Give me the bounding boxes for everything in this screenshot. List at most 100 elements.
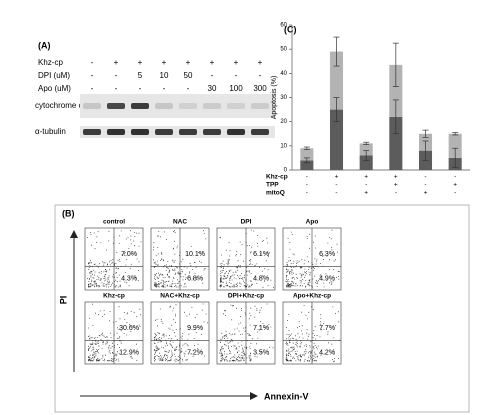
bar-segment (329, 109, 344, 170)
blot-label: cytochrome c (35, 101, 83, 110)
condition-value: - (395, 190, 397, 197)
bar-segment (300, 148, 314, 161)
treatment-value: - (259, 71, 262, 80)
condition-value: - (306, 190, 308, 197)
condition-name: mitoQ (266, 190, 285, 197)
blot-band (203, 129, 221, 135)
treatment-value: - (91, 71, 94, 80)
y-arrow-head (70, 230, 78, 238)
treatment-value: + (162, 58, 167, 67)
blot-band (131, 129, 149, 135)
y-tick-label: 40 (280, 71, 287, 77)
treatment-value: + (210, 58, 215, 67)
blot-band (83, 103, 101, 109)
condition-value: - (424, 182, 426, 189)
plot-title: DPI+Khz-cp (228, 293, 264, 300)
blot-band (227, 129, 245, 135)
error-bar (422, 129, 429, 138)
condition-value: + (394, 182, 398, 189)
error-bar (333, 36, 340, 67)
error-bar (422, 140, 429, 161)
treatment-value: - (115, 71, 118, 80)
plot-title: DPI (241, 219, 252, 226)
blot-band (179, 129, 197, 135)
x-arrow-head (250, 392, 258, 400)
lower-right-percent: 4.3% (121, 276, 137, 283)
lower-right-percent: 4.8% (253, 276, 269, 283)
blot-band (203, 103, 221, 109)
treatment-value: - (211, 71, 214, 80)
lower-right-percent: 4.9% (319, 276, 335, 283)
error-bar (452, 147, 459, 168)
y-tick-label: 20 (280, 119, 287, 125)
condition-name: Khz-cp (266, 174, 288, 181)
treatment-value: 50 (184, 71, 193, 80)
blot-band (107, 129, 125, 135)
scatter-dots (153, 303, 208, 362)
y-axis-label: PI (58, 296, 68, 305)
scatter-dots (87, 230, 142, 288)
bar-segment (389, 64, 403, 117)
bar-segment (329, 51, 344, 110)
x-axis-label: Annexin-V (264, 391, 309, 401)
plot-title: Apo+Khz-cp (293, 293, 331, 300)
blot-band (179, 103, 197, 109)
blot-band (83, 129, 101, 135)
bar-segment (389, 116, 403, 170)
lower-right-percent: 4.2% (319, 350, 335, 357)
bar-segment (359, 143, 373, 156)
error-bar (303, 157, 310, 164)
upper-right-percent: 7.7% (319, 325, 335, 332)
treatment-value: 30 (208, 84, 217, 93)
blot-band (155, 129, 173, 135)
treatment-name: DPI (uM) (38, 71, 70, 80)
lower-right-percent: 12.9% (119, 350, 139, 357)
treatment-value: + (114, 58, 119, 67)
upper-right-percent: 9.9% (187, 325, 203, 332)
condition-value: + (364, 190, 368, 197)
panel-b-frame (54, 204, 470, 413)
error-bar (452, 132, 459, 136)
upper-right-percent: 6.3% (319, 251, 335, 258)
panel-c-label: (C) (284, 24, 297, 34)
treatment-value: - (187, 84, 190, 93)
blot-band (251, 103, 269, 109)
condition-value: + (453, 182, 457, 189)
blot-background (80, 126, 275, 138)
scatter-dots (219, 303, 274, 362)
blot-label: α-tubulin (35, 127, 66, 136)
lower-right-percent: 7.2% (187, 350, 203, 357)
treatment-value: 100 (229, 84, 243, 93)
treatment-value: - (115, 84, 118, 93)
error-bar (303, 146, 310, 150)
plot-title: NAC (173, 219, 187, 226)
y-tick-label: 0 (284, 168, 288, 174)
blot-band (155, 103, 173, 109)
upper-right-percent: 7.1% (253, 325, 269, 332)
treatment-value: + (138, 58, 143, 67)
bar-segment (448, 133, 462, 158)
plot-title: control (103, 219, 125, 226)
treatment-value: + (258, 58, 263, 67)
condition-value: + (424, 190, 428, 197)
plot-title: NAC+Khz-cp (160, 293, 200, 300)
upper-right-percent: 6.1% (253, 251, 269, 258)
error-bar (333, 97, 340, 123)
bar-segment (359, 155, 373, 170)
condition-value: - (365, 182, 367, 189)
treatment-value: + (186, 58, 191, 67)
bar-segment (300, 160, 314, 170)
treatment-value: 300 (253, 84, 267, 93)
blot-band (131, 103, 149, 109)
plot-title: Apo (306, 219, 319, 226)
condition-value: - (306, 174, 308, 181)
condition-value: - (306, 182, 308, 189)
scatter-dots (153, 230, 207, 288)
plot-title: Khz-cp (103, 293, 125, 300)
y-tick-label: 10 (280, 143, 287, 149)
upper-right-percent: 7.0% (121, 251, 137, 258)
treatment-name: Apo (uM) (38, 84, 71, 93)
upper-right-percent: 10.1% (185, 251, 205, 258)
treatment-value: - (91, 58, 94, 67)
